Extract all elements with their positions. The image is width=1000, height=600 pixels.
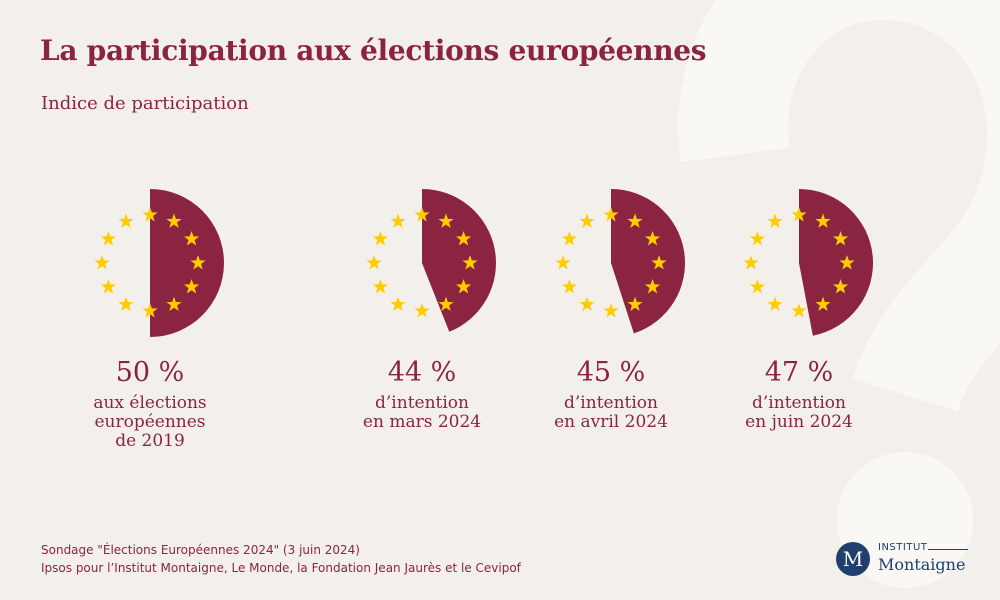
category-label-4-line-1: d’intention <box>752 393 846 413</box>
chart-item-2: 44 % d’intention en mars 2024 <box>327 356 517 432</box>
eu-star-icon <box>832 279 849 294</box>
source-note: Sondage "Élections Européennes 2024" (3 … <box>41 541 521 577</box>
eu-star-icon <box>644 231 661 246</box>
eu-star-icon <box>166 213 182 228</box>
logo-badge: M <box>836 542 870 576</box>
logo-divider <box>928 549 968 550</box>
eu-star-icon <box>815 296 831 312</box>
eu-star-icon <box>579 296 595 312</box>
participation-slice-3 <box>611 189 686 334</box>
eu-star-icon <box>743 255 759 270</box>
eu-star-icon <box>142 207 158 222</box>
eu-star-icon <box>455 279 472 294</box>
institut-montaigne-logo: M INSTITUT Montaigne <box>836 540 976 580</box>
participation-slice-4 <box>799 189 874 336</box>
value-label-1: 50 % <box>115 357 185 388</box>
participation-slice-2 <box>422 189 496 332</box>
category-label-2-line-2: en mars 2024 <box>362 412 482 432</box>
value-label-2: 44 % <box>387 357 457 388</box>
eu-star-icon <box>749 279 766 294</box>
eu-star-icon <box>455 231 472 246</box>
eu-star-icon <box>791 207 807 222</box>
page-title: La participation aux élections européenn… <box>40 34 707 67</box>
logo-bottom-text: Montaigne <box>878 555 966 574</box>
eu-star-icon <box>462 255 478 270</box>
eu-star-icon <box>767 296 783 312</box>
eu-star-icon <box>555 255 571 270</box>
eu-star-icon <box>100 231 117 246</box>
eu-star-icon <box>372 279 389 294</box>
eu-star-icon <box>118 213 134 228</box>
eu-star-icon <box>166 296 182 312</box>
eu-star-icon <box>142 303 158 318</box>
eu-star-icon <box>100 279 117 294</box>
eu-star-icon <box>561 231 578 246</box>
eu-star-icon <box>190 255 206 270</box>
category-label-1-line-2: européennes <box>94 412 206 432</box>
eu-star-icon <box>94 255 110 270</box>
eu-star-icon <box>627 213 643 228</box>
eu-star-icon <box>627 296 643 312</box>
eu-star-icon <box>372 231 389 246</box>
category-label-3-line-2: en avril 2024 <box>554 412 668 432</box>
eu-star-icon <box>561 279 578 294</box>
category-label-3-line-1: d’intention <box>564 393 658 413</box>
eu-star-icon <box>183 279 200 294</box>
eu-star-icon <box>603 207 619 222</box>
eu-star-icon <box>603 303 619 318</box>
category-label-3: d’intention en avril 2024 <box>516 394 706 432</box>
source-line-1: Sondage "Élections Européennes 2024" (3 … <box>41 543 360 557</box>
category-label-4: d’intention en juin 2024 <box>704 394 894 432</box>
chart-subtitle: Indice de participation <box>41 93 249 114</box>
eu-star-icon <box>438 213 454 228</box>
logo-top-text: INSTITUT <box>878 542 928 553</box>
category-label-1: aux élections européennes de 2019 <box>55 394 245 451</box>
eu-star-icon <box>438 296 454 312</box>
source-line-2: Ipsos pour l’Institut Montaigne, Le Mond… <box>41 561 521 575</box>
chart-item-3: 45 % d’intention en avril 2024 <box>516 356 706 432</box>
value-label-4: 47 % <box>764 357 834 388</box>
eu-star-icon <box>183 231 200 246</box>
category-label-1-line-3: de 2019 <box>115 431 185 451</box>
value-label-3: 45 % <box>576 357 646 388</box>
eu-star-icon <box>651 255 667 270</box>
eu-star-icon <box>366 255 382 270</box>
eu-star-icon <box>749 231 766 246</box>
eu-star-icon <box>390 296 406 312</box>
category-label-4-line-2: en juin 2024 <box>745 412 853 432</box>
eu-star-icon <box>390 213 406 228</box>
eu-star-icon <box>414 303 430 318</box>
chart-item-4: 47 % d’intention en juin 2024 <box>704 356 894 432</box>
category-label-2: d’intention en mars 2024 <box>327 394 517 432</box>
eu-star-icon <box>791 303 807 318</box>
eu-star-icon <box>815 213 831 228</box>
category-label-2-line-1: d’intention <box>375 393 469 413</box>
eu-star-icon <box>839 255 855 270</box>
eu-star-icon <box>644 279 661 294</box>
eu-star-icon <box>832 231 849 246</box>
eu-star-icon <box>414 207 430 222</box>
participation-slice-1 <box>150 189 224 337</box>
eu-star-icon <box>118 296 134 312</box>
category-label-1-line-1: aux élections <box>93 393 207 413</box>
eu-star-icon <box>579 213 595 228</box>
eu-star-icon <box>767 213 783 228</box>
chart-item-1: 50 % aux élections européennes de 2019 <box>55 356 245 451</box>
